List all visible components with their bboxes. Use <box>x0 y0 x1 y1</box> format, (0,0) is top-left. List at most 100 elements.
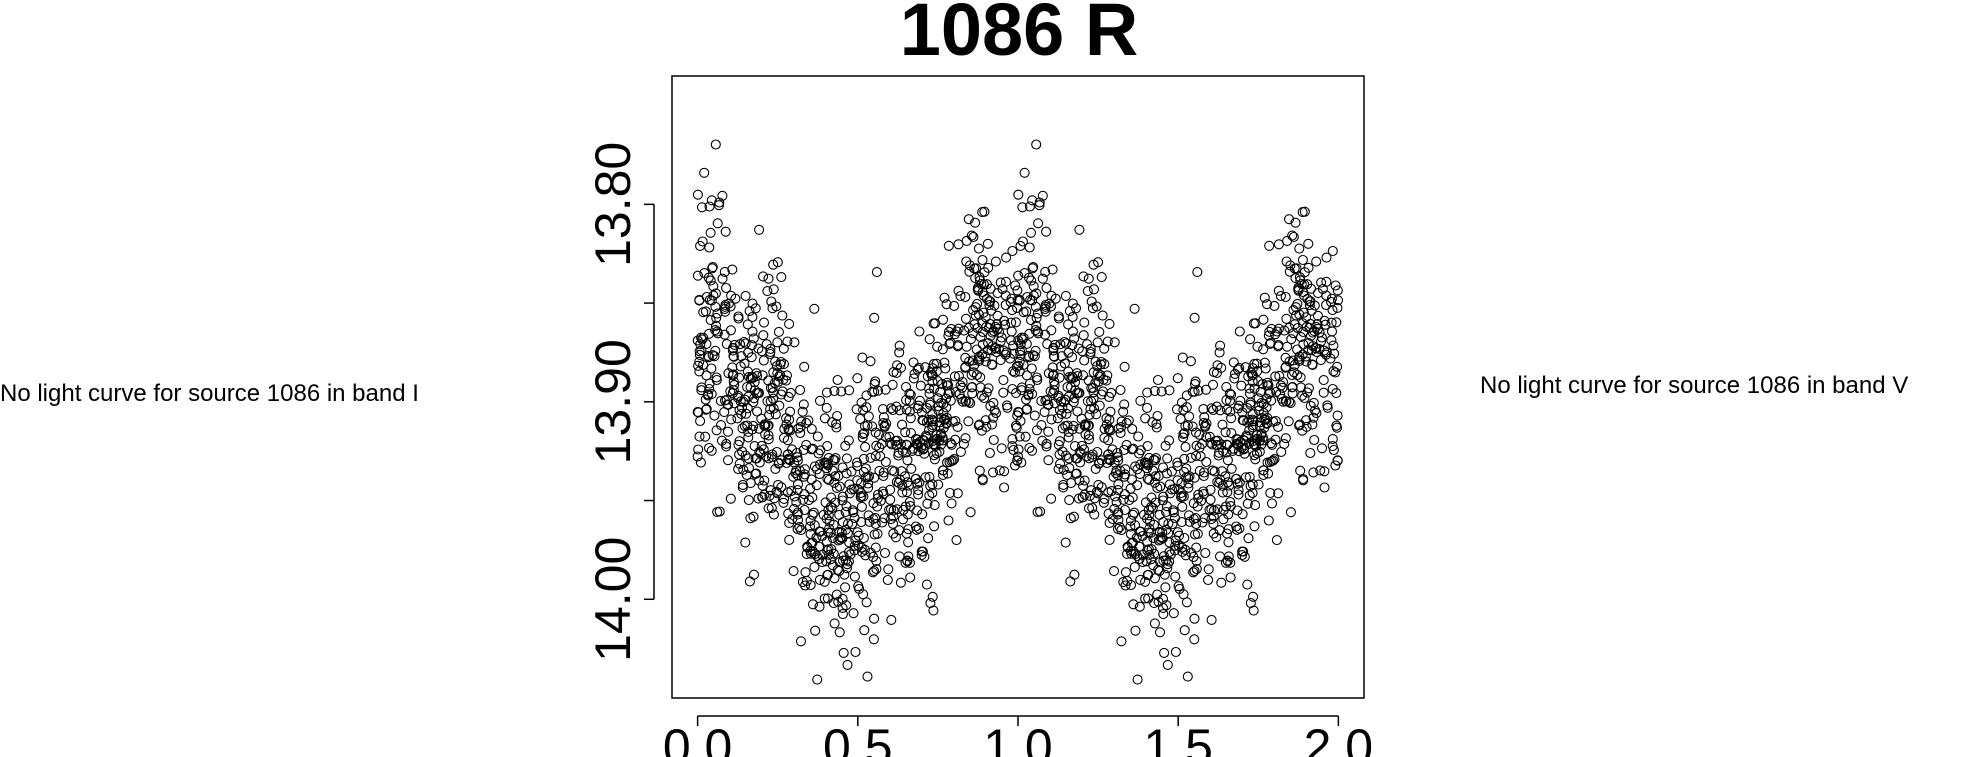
data-point <box>721 282 732 294</box>
data-point <box>794 522 805 533</box>
data-point <box>1092 360 1103 372</box>
data-point <box>848 507 859 518</box>
data-point <box>1058 482 1069 493</box>
data-point <box>763 375 774 386</box>
data-point <box>1035 506 1046 517</box>
data-point <box>747 372 758 384</box>
data-point <box>1049 379 1060 391</box>
data-point <box>1281 256 1292 267</box>
data-point <box>1197 517 1208 528</box>
data-point <box>1182 671 1193 682</box>
data-point <box>692 189 703 200</box>
data-point <box>952 488 963 499</box>
data-point <box>1213 447 1225 458</box>
data-point <box>877 486 888 497</box>
data-point <box>1169 512 1181 524</box>
data-point <box>1027 295 1038 306</box>
data-point <box>727 387 738 399</box>
data-point <box>842 659 853 670</box>
data-point <box>1263 330 1274 341</box>
data-point <box>808 507 819 518</box>
data-point <box>1118 406 1129 417</box>
data-point <box>937 344 948 355</box>
data-point <box>1029 351 1040 362</box>
data-point <box>849 540 860 551</box>
data-point <box>715 420 727 431</box>
data-point <box>1308 397 1319 408</box>
data-point <box>725 325 736 336</box>
data-point <box>1046 493 1057 504</box>
data-point <box>1082 339 1093 350</box>
data-point <box>696 382 707 393</box>
data-point <box>951 326 962 337</box>
data-point <box>1311 343 1322 354</box>
data-point <box>921 579 932 590</box>
data-point <box>1164 556 1175 567</box>
data-point <box>1226 413 1237 424</box>
data-point <box>885 484 896 495</box>
data-point <box>1098 374 1109 385</box>
data-point <box>1327 245 1338 257</box>
data-point <box>1241 430 1252 441</box>
x-axis: 0.0 0.5 1.0 1.5 2.0 <box>663 715 1373 757</box>
data-point <box>974 419 985 430</box>
data-point <box>720 306 731 317</box>
data-point <box>878 467 889 478</box>
data-point <box>773 326 784 337</box>
data-point <box>705 227 716 238</box>
data-point <box>748 333 759 344</box>
data-point <box>1311 256 1322 267</box>
data-points <box>692 139 1344 685</box>
data-point <box>1288 328 1299 339</box>
data-point <box>1083 503 1095 514</box>
data-point <box>1305 318 1316 329</box>
data-point <box>920 430 932 441</box>
data-point <box>1079 420 1090 431</box>
data-point <box>768 367 779 378</box>
data-point <box>873 429 885 440</box>
data-point <box>1180 544 1191 555</box>
data-point <box>729 379 740 391</box>
data-point <box>1065 576 1076 587</box>
data-point <box>1270 329 1281 340</box>
data-point <box>1287 382 1298 393</box>
data-point <box>1174 583 1185 594</box>
data-point <box>1224 388 1235 399</box>
data-point <box>1222 556 1233 567</box>
data-point <box>1068 372 1079 384</box>
data-point <box>1122 541 1133 552</box>
data-point <box>1292 298 1303 309</box>
data-point <box>870 427 881 438</box>
data-point <box>843 435 854 446</box>
data-point <box>1224 395 1236 406</box>
data-point <box>844 385 855 396</box>
data-point <box>1094 326 1105 337</box>
data-point <box>1325 353 1336 364</box>
data-point <box>797 406 808 417</box>
data-point <box>1245 480 1256 491</box>
data-point <box>947 455 958 466</box>
data-point <box>1149 598 1160 609</box>
data-point <box>1024 242 1035 253</box>
data-point <box>1304 300 1315 311</box>
data-point <box>881 418 892 429</box>
data-point <box>1088 259 1099 270</box>
data-point <box>1091 301 1102 312</box>
data-point <box>832 410 843 422</box>
data-point <box>904 557 915 568</box>
data-point <box>1284 396 1295 407</box>
data-point <box>905 428 916 439</box>
data-point <box>765 348 776 360</box>
data-point <box>949 371 960 382</box>
data-point <box>1025 315 1037 326</box>
data-point <box>1056 351 1067 362</box>
data-point <box>747 298 758 309</box>
data-point <box>913 485 924 496</box>
data-point <box>1090 377 1101 389</box>
data-point <box>1273 323 1284 334</box>
data-point <box>1206 614 1217 625</box>
data-point <box>1317 283 1328 295</box>
data-point <box>965 398 976 409</box>
data-point <box>1208 404 1219 416</box>
data-point <box>714 197 725 208</box>
